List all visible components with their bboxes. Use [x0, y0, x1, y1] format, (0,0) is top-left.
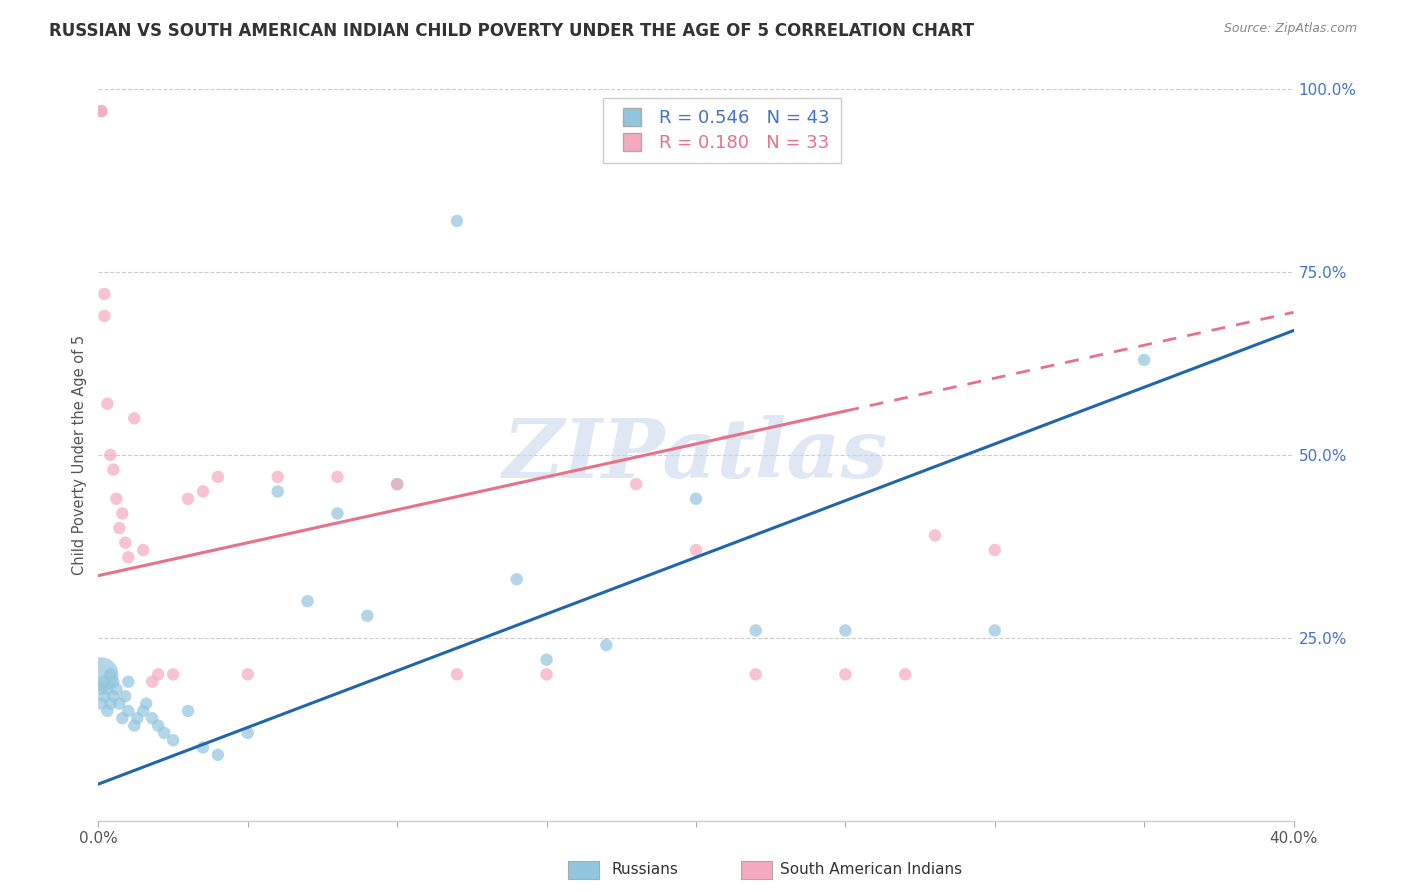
Point — [90, 697, 112, 711]
Point — [177, 704, 200, 718]
Point — [924, 528, 946, 542]
Point — [236, 667, 259, 681]
Point — [191, 740, 214, 755]
Point — [536, 667, 558, 681]
Point — [1133, 352, 1156, 367]
Point — [685, 543, 707, 558]
Point — [103, 674, 125, 689]
Point — [685, 491, 707, 506]
Point — [93, 690, 115, 704]
Point — [177, 491, 200, 506]
Point — [267, 484, 290, 499]
Point — [90, 667, 112, 681]
Point — [111, 507, 134, 521]
Point — [326, 507, 349, 521]
Point — [98, 448, 122, 462]
Text: Source: ZipAtlas.com: Source: ZipAtlas.com — [1223, 22, 1357, 36]
Point — [103, 690, 125, 704]
Point — [93, 674, 115, 689]
Y-axis label: Child Poverty Under the Age of 5: Child Poverty Under the Age of 5 — [72, 334, 87, 575]
Point — [93, 309, 115, 323]
Point — [267, 470, 290, 484]
Point — [834, 624, 856, 638]
Point — [148, 667, 170, 681]
Text: Russians: Russians — [612, 863, 679, 877]
Point — [536, 653, 558, 667]
Legend: R = 0.546   N = 43, R = 0.180   N = 33: R = 0.546 N = 43, R = 0.180 N = 33 — [603, 98, 841, 163]
Point — [626, 477, 648, 491]
Point — [96, 681, 118, 696]
Point — [446, 214, 468, 228]
Point — [894, 667, 917, 681]
Point — [984, 624, 1007, 638]
Point — [191, 484, 214, 499]
Point — [117, 704, 139, 718]
Point — [114, 535, 136, 549]
Point — [132, 543, 155, 558]
Point — [236, 726, 259, 740]
Text: South American Indians: South American Indians — [780, 863, 963, 877]
Point — [98, 667, 122, 681]
Point — [135, 697, 157, 711]
Point — [93, 287, 115, 301]
Point — [506, 572, 529, 586]
Point — [297, 594, 319, 608]
Point — [984, 543, 1007, 558]
Point — [127, 711, 149, 725]
Point — [105, 681, 128, 696]
Text: ZIPatlas: ZIPatlas — [503, 415, 889, 495]
Point — [90, 104, 112, 119]
Point — [98, 697, 122, 711]
Point — [148, 718, 170, 732]
Point — [326, 470, 349, 484]
Point — [153, 726, 176, 740]
Point — [385, 477, 409, 491]
Point — [595, 638, 617, 652]
Point — [111, 711, 134, 725]
Point — [162, 733, 184, 747]
Point — [108, 521, 131, 535]
Point — [745, 667, 768, 681]
Point — [114, 690, 136, 704]
Point — [141, 674, 163, 689]
Point — [132, 704, 155, 718]
Point — [124, 411, 146, 425]
Point — [96, 397, 118, 411]
Point — [745, 624, 768, 638]
Point — [124, 718, 146, 732]
Point — [90, 681, 112, 696]
Point — [207, 470, 229, 484]
Point — [90, 104, 112, 119]
Point — [207, 747, 229, 762]
Point — [117, 674, 139, 689]
Point — [356, 608, 378, 623]
Point — [446, 667, 468, 681]
Point — [141, 711, 163, 725]
Point — [162, 667, 184, 681]
Point — [105, 491, 128, 506]
Point — [96, 704, 118, 718]
Point — [108, 697, 131, 711]
Point — [103, 462, 125, 476]
Text: RUSSIAN VS SOUTH AMERICAN INDIAN CHILD POVERTY UNDER THE AGE OF 5 CORRELATION CH: RUSSIAN VS SOUTH AMERICAN INDIAN CHILD P… — [49, 22, 974, 40]
Point — [117, 550, 139, 565]
Point — [385, 477, 409, 491]
Point — [834, 667, 856, 681]
